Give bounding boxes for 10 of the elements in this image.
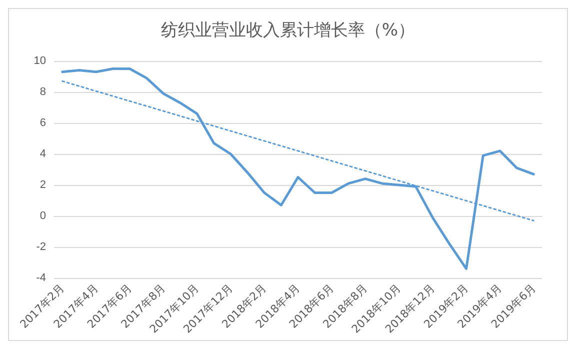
y-tick-label: 10 [34, 55, 46, 67]
y-tick-label: 6 [40, 117, 46, 129]
y-tick-label: 4 [40, 148, 46, 160]
line-series [61, 68, 535, 270]
y-tick-label: -4 [36, 272, 46, 284]
y-tick-label: 0 [40, 210, 46, 222]
chart-title: 纺织业营业收入累计增长率（%） [160, 20, 416, 40]
y-tick-label: 8 [40, 86, 46, 98]
y-tick-label: -2 [36, 241, 46, 253]
y-tick-label: 2 [40, 179, 46, 191]
